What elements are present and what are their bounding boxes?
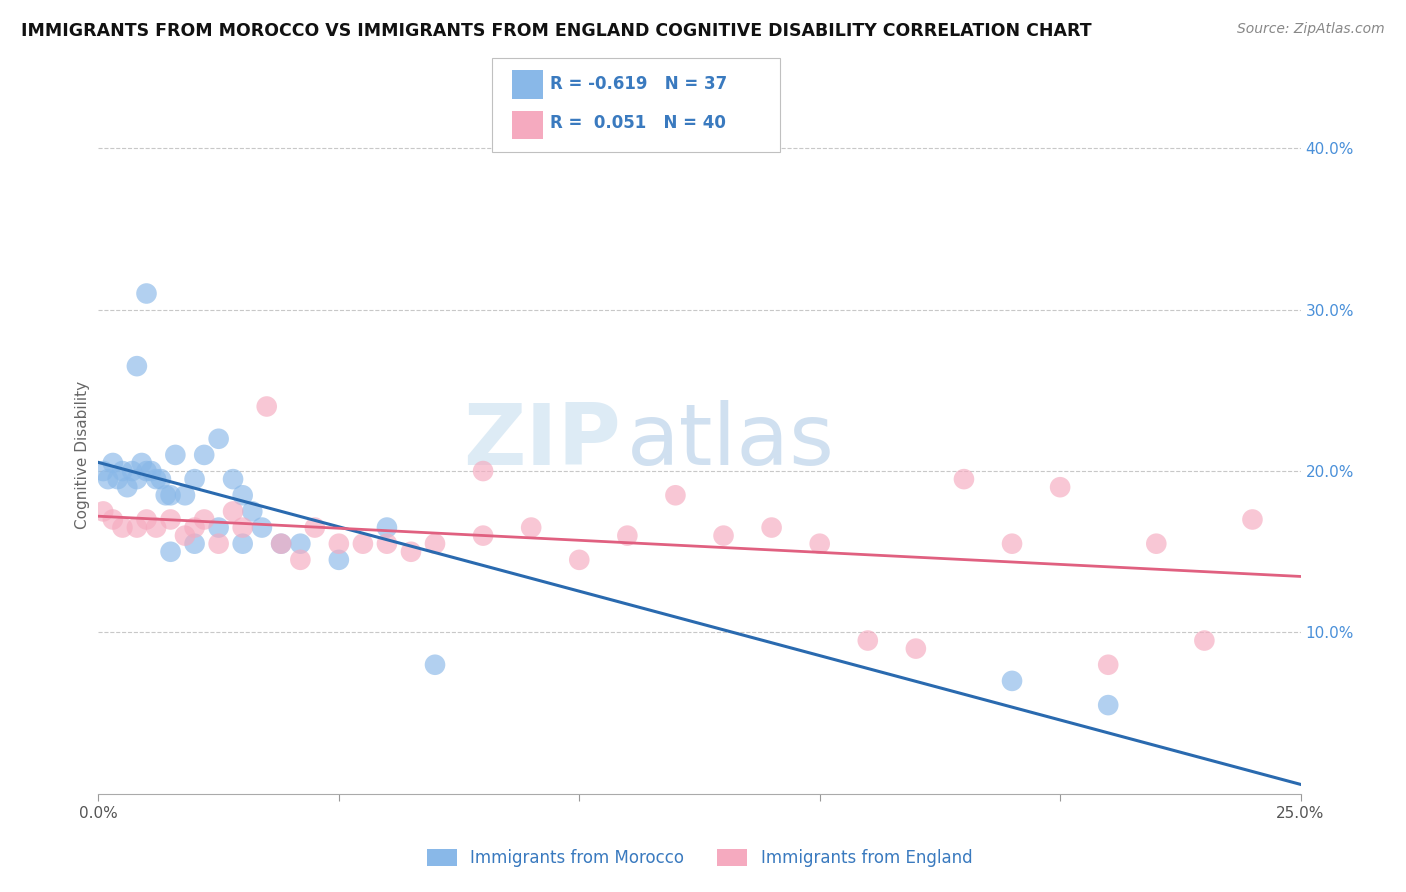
Point — [664, 488, 686, 502]
Text: IMMIGRANTS FROM MOROCCO VS IMMIGRANTS FROM ENGLAND COGNITIVE DISABILITY CORRELAT: IMMIGRANTS FROM MOROCCO VS IMMIGRANTS FR… — [21, 22, 1091, 40]
Point — [375, 537, 398, 551]
Point — [193, 448, 215, 462]
Point — [328, 553, 350, 567]
Point — [159, 488, 181, 502]
Point — [328, 537, 350, 551]
Point — [222, 472, 245, 486]
Point — [616, 528, 638, 542]
Point — [1001, 673, 1024, 688]
Point — [270, 537, 292, 551]
Point — [250, 520, 273, 534]
Point — [141, 464, 163, 478]
Point — [125, 520, 148, 534]
Point — [1097, 698, 1119, 712]
Point — [290, 553, 312, 567]
Point — [208, 432, 231, 446]
Point — [91, 464, 114, 478]
Point — [953, 472, 976, 486]
Point — [240, 504, 263, 518]
Point — [208, 537, 231, 551]
Point — [761, 520, 783, 534]
Point — [135, 512, 157, 526]
Point — [121, 464, 143, 478]
Point — [399, 545, 422, 559]
Point — [208, 520, 231, 534]
Point — [232, 520, 254, 534]
Point — [1241, 512, 1264, 526]
Point — [904, 641, 927, 656]
Point — [568, 553, 591, 567]
Point — [125, 472, 148, 486]
Point — [174, 488, 197, 502]
Point — [713, 528, 735, 542]
Point — [270, 537, 292, 551]
Point — [520, 520, 543, 534]
Point — [101, 512, 124, 526]
Point — [423, 537, 446, 551]
Point — [1001, 537, 1024, 551]
Point — [159, 512, 181, 526]
Point — [101, 456, 124, 470]
Point — [472, 528, 495, 542]
Point — [149, 472, 172, 486]
Point — [1194, 633, 1216, 648]
Point — [91, 504, 114, 518]
Point — [1144, 537, 1167, 551]
Point — [111, 520, 134, 534]
Point — [174, 528, 197, 542]
Legend: Immigrants from Morocco, Immigrants from England: Immigrants from Morocco, Immigrants from… — [420, 842, 979, 873]
Point — [159, 545, 181, 559]
Text: R = -0.619   N = 37: R = -0.619 N = 37 — [550, 75, 727, 93]
Point — [117, 480, 139, 494]
Point — [145, 520, 167, 534]
Point — [472, 464, 495, 478]
Text: atlas: atlas — [627, 400, 835, 483]
Point — [155, 488, 177, 502]
Point — [222, 504, 245, 518]
Point — [165, 448, 187, 462]
Point — [352, 537, 374, 551]
Y-axis label: Cognitive Disability: Cognitive Disability — [75, 381, 90, 529]
Point — [183, 472, 205, 486]
Point — [135, 286, 157, 301]
Point — [232, 537, 254, 551]
Point — [131, 456, 153, 470]
Text: ZIP: ZIP — [464, 400, 621, 483]
Point — [97, 472, 120, 486]
Point — [375, 520, 398, 534]
Text: R =  0.051   N = 40: R = 0.051 N = 40 — [550, 114, 725, 132]
Point — [111, 464, 134, 478]
Point — [125, 359, 148, 373]
Point — [304, 520, 326, 534]
Point — [183, 520, 205, 534]
Point — [135, 464, 157, 478]
Point — [193, 512, 215, 526]
Point — [1049, 480, 1071, 494]
Point — [808, 537, 831, 551]
Point — [145, 472, 167, 486]
Point — [183, 537, 205, 551]
Text: Source: ZipAtlas.com: Source: ZipAtlas.com — [1237, 22, 1385, 37]
Point — [290, 537, 312, 551]
Point — [256, 400, 278, 414]
Point — [856, 633, 879, 648]
Point — [423, 657, 446, 672]
Point — [1097, 657, 1119, 672]
Point — [232, 488, 254, 502]
Point — [107, 472, 129, 486]
